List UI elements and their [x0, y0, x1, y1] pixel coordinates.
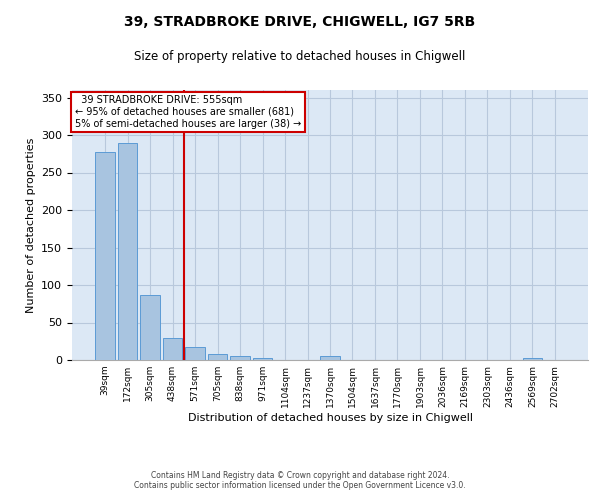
- Text: 39 STRADBROKE DRIVE: 555sqm
← 95% of detached houses are smaller (681)
5% of sem: 39 STRADBROKE DRIVE: 555sqm ← 95% of det…: [74, 96, 301, 128]
- Text: 39, STRADBROKE DRIVE, CHIGWELL, IG7 5RB: 39, STRADBROKE DRIVE, CHIGWELL, IG7 5RB: [124, 15, 476, 29]
- Bar: [140, 294, 160, 360]
- Bar: [163, 338, 182, 360]
- Text: Contains HM Land Registry data © Crown copyright and database right 2024.
Contai: Contains HM Land Registry data © Crown c…: [134, 470, 466, 490]
- X-axis label: Distribution of detached houses by size in Chigwell: Distribution of detached houses by size …: [187, 412, 473, 422]
- Bar: [208, 354, 227, 360]
- Y-axis label: Number of detached properties: Number of detached properties: [26, 138, 35, 312]
- Bar: [185, 347, 205, 360]
- Bar: [230, 356, 250, 360]
- Text: Size of property relative to detached houses in Chigwell: Size of property relative to detached ho…: [134, 50, 466, 63]
- Bar: [118, 142, 137, 360]
- Bar: [95, 152, 115, 360]
- Bar: [523, 358, 542, 360]
- Bar: [320, 356, 340, 360]
- Bar: [253, 358, 272, 360]
